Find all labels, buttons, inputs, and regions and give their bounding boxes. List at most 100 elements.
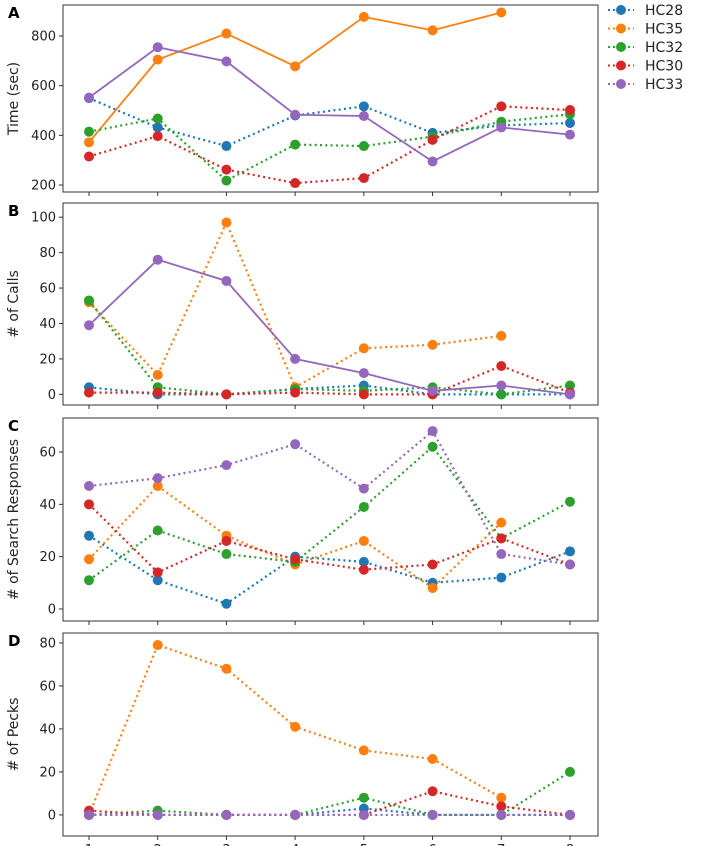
data-point [496, 7, 507, 18]
data-point [290, 178, 301, 189]
data-point [358, 101, 369, 112]
data-point [496, 361, 507, 372]
data-point [358, 111, 369, 122]
data-point [152, 575, 163, 586]
legend-marker [616, 5, 626, 15]
series-line [88, 46, 571, 163]
data-point [496, 572, 507, 583]
data-point [221, 549, 232, 560]
data-point [84, 499, 94, 510]
legend-item-hc28: HC28 [608, 3, 683, 19]
data-point [221, 460, 232, 471]
series-hc30 [84, 101, 575, 189]
data-point [221, 809, 232, 820]
legend-label: HC33 [645, 77, 683, 93]
data-point [427, 134, 438, 145]
y-axis-label: # of Calls [6, 270, 22, 338]
panel-a: 200 400 600 800 Time (sec) A [6, 4, 599, 196]
data-point [496, 380, 507, 391]
data-point [152, 254, 163, 265]
data-point [152, 809, 163, 820]
series-hc35 [84, 217, 507, 393]
data-point [427, 583, 438, 594]
panel-label: B [8, 202, 19, 220]
data-point [358, 368, 369, 379]
data-point [84, 320, 94, 331]
legend-item-hc35: HC35 [608, 22, 683, 38]
data-point [496, 549, 507, 560]
panel-d: 0 20 40 60 80 1 2 3 4 5 6 7 8 # of Pecks D [6, 632, 599, 846]
data-point [565, 129, 575, 140]
y-tick-label: 100 [31, 211, 56, 226]
series-line [88, 534, 571, 605]
panel-c: 0 20 40 60 # of Search Responses C [6, 417, 599, 625]
series-line [89, 364, 571, 396]
data-point [565, 380, 575, 391]
data-point [358, 389, 369, 400]
series-line [88, 113, 571, 182]
y-axis-label: # of Pecks [6, 698, 22, 772]
series-hc33 [84, 809, 575, 820]
data-point [358, 483, 369, 494]
data-point [290, 387, 301, 398]
data-point [565, 546, 575, 557]
data-point [496, 792, 507, 803]
data-point [496, 101, 507, 112]
data-point [496, 801, 507, 812]
series-hc30 [84, 499, 575, 578]
y-tick-label: 40 [39, 317, 56, 332]
data-point [427, 156, 438, 167]
y-axis-label: Time (sec) [6, 62, 22, 136]
series-line [88, 445, 571, 582]
data-point [221, 141, 232, 152]
series-hc32 [84, 441, 575, 586]
y-tick-label: 60 [39, 446, 56, 461]
data-point [565, 809, 575, 820]
data-point [152, 54, 163, 65]
panel-label: C [8, 417, 19, 435]
data-point [427, 25, 438, 36]
data-point [427, 441, 438, 452]
y-tick-label: 0 [48, 808, 56, 823]
data-point [152, 481, 163, 492]
data-point [221, 535, 232, 546]
data-point [152, 131, 163, 142]
data-point [221, 663, 232, 674]
legend: HC28 HC35 HC32 HC30 HC33 [608, 3, 683, 93]
data-point [427, 385, 438, 396]
data-point [152, 640, 163, 651]
data-point [290, 554, 301, 565]
data-point [152, 42, 163, 53]
x-tick-label: 5 [360, 843, 368, 846]
data-point [427, 559, 438, 570]
data-point [221, 164, 232, 175]
data-point [290, 721, 301, 732]
data-point [221, 598, 232, 609]
legend-item-hc30: HC30 [608, 59, 683, 75]
axes-frame [62, 632, 599, 837]
data-point [565, 559, 575, 570]
data-point [221, 275, 232, 286]
data-point [84, 575, 94, 586]
series-hc35 [84, 7, 507, 148]
series-line [88, 770, 571, 817]
data-point [496, 389, 507, 400]
y-tick-label: 0 [48, 388, 56, 403]
data-point [358, 745, 369, 756]
panel-label: D [8, 632, 20, 650]
series-hc33 [84, 42, 575, 167]
data-point [358, 535, 369, 546]
series-line [88, 384, 570, 396]
y-axis-label: # of Search Responses [6, 439, 22, 600]
data-point [565, 105, 575, 116]
y-tick-label: 40 [39, 498, 56, 513]
data-point [358, 809, 369, 820]
x-tick-label: 1 [85, 843, 93, 846]
data-point [496, 122, 507, 133]
legend-marker [616, 60, 626, 71]
series-line [88, 484, 503, 590]
x-tick-label: 8 [566, 843, 574, 846]
data-point [290, 61, 301, 72]
y-tick-label: 20 [39, 550, 56, 565]
